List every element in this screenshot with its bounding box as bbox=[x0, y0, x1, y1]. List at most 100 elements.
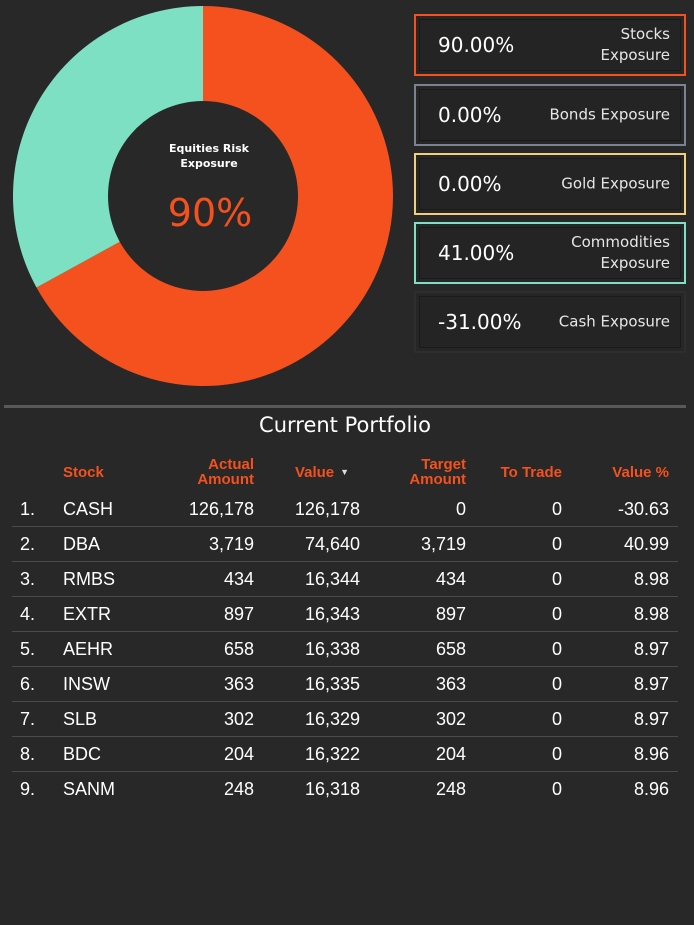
row-index-cell: 8. bbox=[20, 744, 36, 764]
card-inner bbox=[419, 227, 681, 279]
position-value-cell: 16,343 bbox=[304, 604, 360, 624]
table-row[interactable]: 4. EXTR 897 16,343 897 0 8.98 bbox=[12, 597, 678, 632]
target-amount-cell: 302 bbox=[435, 709, 466, 729]
donut-title-line-1: Equities Risk bbox=[169, 142, 250, 155]
value-pct-cell: 8.98 bbox=[633, 604, 669, 624]
stock-symbol-cell: DBA bbox=[63, 534, 101, 554]
to-trade-cell: 0 bbox=[551, 639, 562, 659]
value-pct-cell: 8.97 bbox=[633, 674, 669, 694]
donut-title-line-2: Exposure bbox=[180, 157, 237, 170]
header-to-trade[interactable]: To Trade bbox=[500, 463, 562, 481]
position-value-cell: 16,344 bbox=[304, 569, 360, 589]
row-index-cell: 7. bbox=[20, 709, 36, 729]
value-pct-cell: 8.97 bbox=[633, 639, 669, 659]
header-value[interactable]: Value ▼ bbox=[264, 452, 370, 492]
row-index-cell: 1. bbox=[20, 499, 36, 519]
stock-symbol-cell: BDC bbox=[63, 744, 102, 764]
row-index-cell: 9. bbox=[20, 779, 36, 799]
header-value-text: Value bbox=[294, 463, 335, 481]
commodities-exposure-label: Commodities Exposure bbox=[525, 232, 670, 274]
value-pct-cell: 40.99 bbox=[623, 534, 669, 554]
header-stock[interactable]: Stock bbox=[63, 463, 104, 481]
actual-amount-cell: 434 bbox=[223, 569, 254, 589]
table-row[interactable]: 5. AEHR 658 16,338 658 0 8.97 bbox=[12, 632, 678, 667]
target-amount-cell: 204 bbox=[435, 744, 466, 764]
target-amount-cell: 897 bbox=[435, 604, 466, 624]
stock-symbol-cell: SLB bbox=[63, 709, 98, 729]
gold-exposure-value: 0.00% bbox=[438, 172, 502, 196]
portfolio-table: Stock Actual Amount Value ▼ Target Amoun… bbox=[12, 452, 678, 806]
card-label-line: Cash Exposure bbox=[558, 312, 670, 331]
position-value-cell: 16,335 bbox=[304, 674, 360, 694]
position-value-cell: 126,178 bbox=[294, 499, 360, 519]
donut-center-value: 90% bbox=[168, 191, 252, 235]
table-row[interactable]: 1. CASH 126,178 126,178 0 0 -30.63 bbox=[12, 492, 678, 527]
value-pct-cell: -30.63 bbox=[617, 499, 669, 519]
cash-exposure-card: -31.00% Cash Exposure bbox=[414, 291, 686, 353]
commodities-exposure-card: 41.00% Commodities Exposure bbox=[414, 222, 686, 284]
actual-amount-cell: 363 bbox=[223, 674, 254, 694]
stock-symbol-cell: AEHR bbox=[63, 639, 114, 659]
sort-descending-icon: ▼ bbox=[340, 466, 350, 477]
target-amount-cell: 3,719 bbox=[420, 534, 466, 554]
position-value-cell: 16,338 bbox=[304, 639, 360, 659]
stocks-exposure-card: 90.00% Stocks Exposure bbox=[414, 14, 686, 76]
table-row[interactable]: 8. BDC 204 16,322 204 0 8.96 bbox=[12, 737, 678, 772]
card-label-line: Stocks bbox=[620, 25, 670, 43]
target-amount-cell: 658 bbox=[435, 639, 466, 659]
cash-exposure-label: Cash Exposure bbox=[510, 312, 670, 333]
value-pct-cell: 8.96 bbox=[633, 779, 669, 799]
row-index-cell: 2. bbox=[20, 534, 36, 554]
actual-amount-cell: 126,178 bbox=[188, 499, 254, 519]
card-inner bbox=[419, 158, 681, 210]
actual-amount-cell: 204 bbox=[223, 744, 254, 764]
value-pct-cell: 8.98 bbox=[633, 569, 669, 589]
header-actual-amount[interactable]: Actual Amount bbox=[162, 452, 254, 492]
table-body: 1. CASH 126,178 126,178 0 0 -30.63 2. DBA 3,719 74… bbox=[12, 492, 678, 806]
position-value-cell: 74,640 bbox=[304, 534, 360, 554]
position-value-cell: 16,318 bbox=[304, 779, 360, 799]
position-value-cell: 16,322 bbox=[304, 744, 360, 764]
to-trade-cell: 0 bbox=[551, 709, 562, 729]
actual-amount-cell: 248 bbox=[223, 779, 254, 799]
card-inner bbox=[419, 296, 681, 348]
gold-exposure-card: 0.00% Gold Exposure bbox=[414, 153, 686, 215]
actual-amount-cell: 658 bbox=[223, 639, 254, 659]
header-target-amount[interactable]: Target Amount bbox=[372, 452, 466, 492]
stock-symbol-cell: INSW bbox=[63, 674, 110, 694]
stocks-exposure-label: Stocks Exposure bbox=[525, 24, 670, 66]
stock-symbol-cell: RMBS bbox=[63, 569, 116, 589]
section-divider bbox=[4, 405, 686, 408]
card-label-line: Commodities bbox=[571, 233, 670, 251]
equities-risk-donut-chart: Equities Risk Exposure 90% bbox=[12, 6, 393, 386]
actual-amount-cell: 302 bbox=[223, 709, 254, 729]
header-value-pct[interactable]: Value % bbox=[612, 463, 669, 481]
actual-amount-cell: 3,719 bbox=[208, 534, 254, 554]
table-row[interactable]: 7. SLB 302 16,329 302 0 8.97 bbox=[12, 702, 678, 737]
card-label-line: Exposure bbox=[600, 254, 670, 272]
value-pct-cell: 8.97 bbox=[633, 709, 669, 729]
to-trade-cell: 0 bbox=[551, 499, 562, 519]
portfolio-title: Current Portfolio bbox=[259, 413, 431, 437]
target-amount-cell: 363 bbox=[435, 674, 466, 694]
header-actual-amount-text: Actual Amount bbox=[197, 457, 254, 487]
card-inner bbox=[419, 89, 681, 141]
row-index-cell: 6. bbox=[20, 674, 36, 694]
table-row[interactable]: 9. SANM 248 16,318 248 0 8.96 bbox=[12, 772, 678, 806]
bonds-exposure-label: Bonds Exposure bbox=[510, 105, 670, 126]
to-trade-cell: 0 bbox=[551, 779, 562, 799]
card-label-line: Gold Exposure bbox=[561, 174, 670, 193]
stock-symbol-cell: CASH bbox=[63, 499, 114, 519]
table-row[interactable]: 6. INSW 363 16,335 363 0 8.97 bbox=[12, 667, 678, 702]
bonds-exposure-card: 0.00% Bonds Exposure bbox=[414, 84, 686, 146]
header-line: Target bbox=[421, 456, 466, 473]
header-line: Amount bbox=[197, 471, 254, 488]
table-row[interactable]: 3. RMBS 434 16,344 434 0 8.98 bbox=[12, 562, 678, 597]
target-amount-cell: 0 bbox=[455, 499, 466, 519]
header-line: Actual bbox=[208, 456, 254, 473]
table-row[interactable]: 2. DBA 3,719 74,640 3,719 0 40.99 bbox=[12, 527, 678, 562]
card-label-line: Exposure bbox=[600, 46, 670, 64]
row-index-cell: 4. bbox=[20, 604, 36, 624]
donut-center bbox=[108, 101, 298, 291]
